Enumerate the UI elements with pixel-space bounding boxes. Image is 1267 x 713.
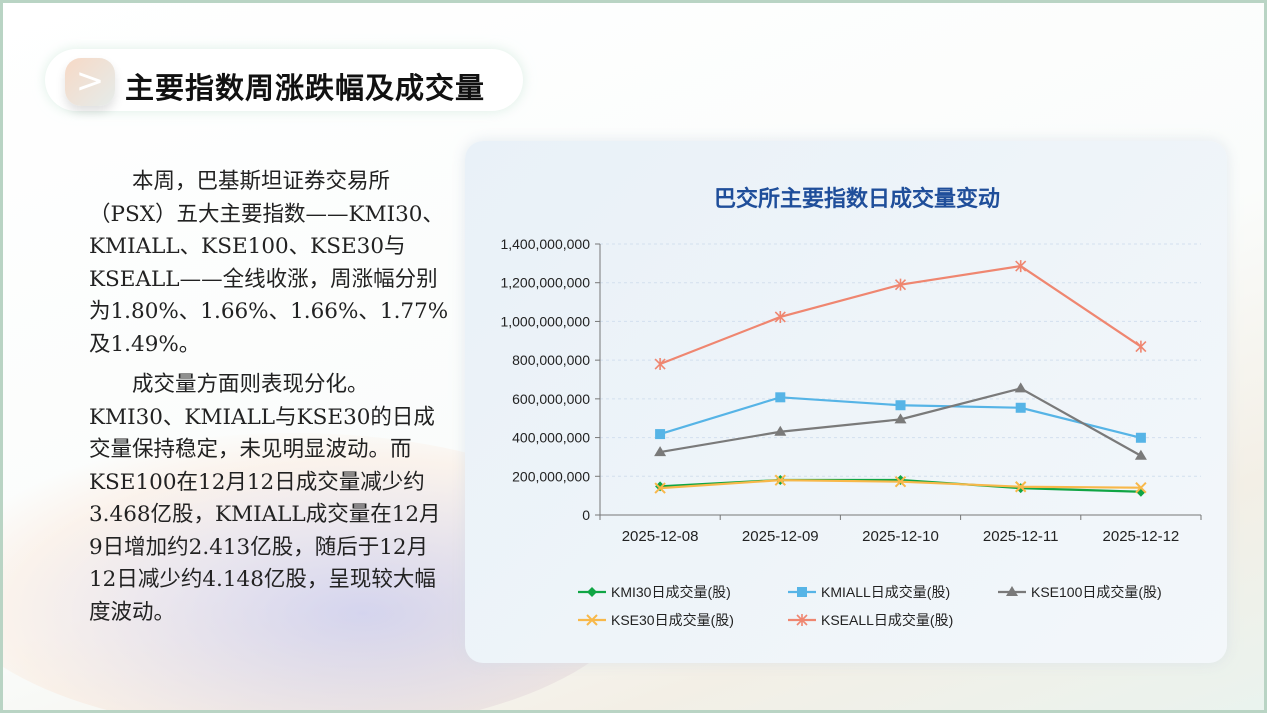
data-point <box>774 474 787 486</box>
chevron-right-icon: > <box>65 58 115 106</box>
data-point <box>894 278 907 291</box>
data-point <box>894 475 907 488</box>
legend-marker <box>796 614 808 626</box>
data-point <box>1015 260 1027 273</box>
x-tick-label: 2025-12-10 <box>862 528 939 545</box>
data-point <box>654 482 666 494</box>
page-title: 主要指数周涨跌幅及成交量 <box>125 71 486 105</box>
x-tick-label: 2025-12-08 <box>622 528 699 545</box>
x-tick-label: 2025-12-11 <box>983 528 1059 545</box>
body-text: 本周，巴基斯坦证券交易所（PSX）五大主要指数——KMI30、KMIALL、KS… <box>89 166 449 637</box>
data-point <box>1015 402 1026 413</box>
legend-label: KMIALL日成交量(股) <box>821 584 950 600</box>
legend-marker <box>587 587 597 597</box>
y-tick-label: 1,400,000,000 <box>500 236 590 252</box>
data-point <box>895 400 906 411</box>
data-point <box>894 413 907 424</box>
chart-title: 巴交所主要指数日成交量变动 <box>714 186 1000 211</box>
legend-marker <box>1006 586 1018 596</box>
x-tick-label: 2025-12-12 <box>1103 528 1180 545</box>
legend-marker <box>797 587 807 597</box>
y-tick-label: 1,200,000,000 <box>500 275 590 291</box>
data-point <box>1135 481 1147 494</box>
data-point <box>1135 340 1147 353</box>
paragraph: 本周，巴基斯坦证券交易所（PSX）五大主要指数——KMI30、KMIALL、KS… <box>89 169 449 357</box>
data-point <box>1134 449 1147 460</box>
data-point <box>774 310 786 323</box>
legend-label: KSEALL日成交量(股) <box>821 612 953 628</box>
y-tick-label: 600,000,000 <box>512 391 590 407</box>
legend-label: KSE100日成交量(股) <box>1031 584 1162 600</box>
data-point <box>775 392 786 403</box>
y-tick-label: 200,000,000 <box>512 468 590 484</box>
title-bar <box>45 49 523 111</box>
legend-marker <box>586 614 598 626</box>
y-tick-label: 400,000,000 <box>512 430 590 446</box>
data-point <box>655 481 666 492</box>
data-point <box>654 446 667 457</box>
data-point <box>774 425 787 436</box>
x-tick-label: 2025-12-09 <box>742 528 819 545</box>
legend-label: KMI30日成交量(股) <box>611 584 731 600</box>
slide: > 主要指数周涨跌幅及成交量 本周，巴基斯坦证券交易所（PSX）五大主要指数——… <box>3 3 1264 710</box>
data-point <box>1014 481 1027 493</box>
y-tick-label: 1,000,000,000 <box>500 313 590 329</box>
y-tick-label: 0 <box>582 507 590 523</box>
y-tick-label: 800,000,000 <box>512 352 590 368</box>
paragraph: 成交量方面则表现分化。KMI30、KMIALL与KSE30的日成交量保持稳定，未… <box>89 372 441 625</box>
data-point <box>655 429 666 440</box>
legend-label: KSE30日成交量(股) <box>611 612 734 628</box>
data-point <box>654 358 666 371</box>
data-point <box>1135 432 1146 443</box>
data-point <box>1014 382 1027 393</box>
